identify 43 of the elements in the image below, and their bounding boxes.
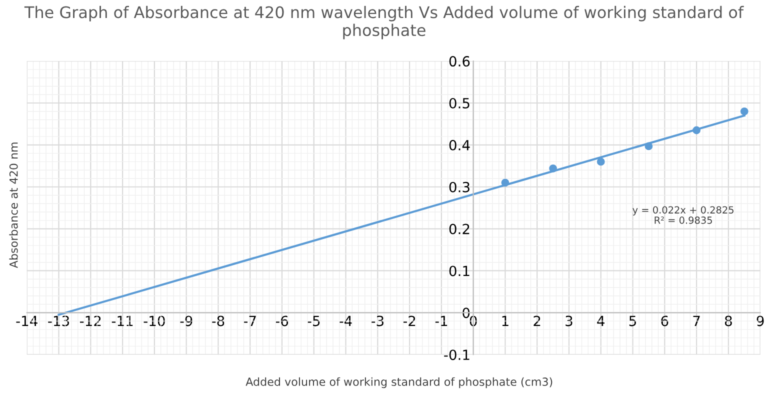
x-tick-label: 1 xyxy=(502,316,508,326)
chart-title: The Graph of Absorbance at 420 nm wavelength Vs Added volume of working standard of phosphate xyxy=(24,6,744,40)
x-tick-label: -14 xyxy=(16,316,38,326)
x-tick-label: -13 xyxy=(48,316,69,326)
y-tick-label: 0.5 xyxy=(449,98,470,108)
point xyxy=(644,142,653,150)
point xyxy=(740,107,748,116)
y-tick-label: 0.6 xyxy=(449,56,470,67)
x-tick-label: 4 xyxy=(597,316,605,326)
x-tick-label: -8 xyxy=(212,316,224,326)
x-tick-label: -9 xyxy=(180,316,192,326)
y-tick-label: 0 xyxy=(462,308,470,318)
y-tick-label: 0.4 xyxy=(449,140,470,150)
x-tick-label: 0 xyxy=(470,316,477,326)
x-tick-label: -1 xyxy=(435,316,448,326)
x-tick-label: -4 xyxy=(340,316,352,326)
point xyxy=(501,178,510,187)
annotation: y = 0.022x + 0.2825 xyxy=(632,206,734,216)
y-tick-label: 0.1 xyxy=(449,266,470,276)
x-tick-label: 3 xyxy=(566,316,572,326)
x-tick-label: 6 xyxy=(661,316,668,326)
x-tick-label: -7 xyxy=(244,316,256,326)
y-axis-title: Absorbance at 420 nm xyxy=(9,142,18,268)
x-tick-label: -6 xyxy=(276,316,288,326)
x-tick-label: 2 xyxy=(534,316,540,326)
point xyxy=(596,158,605,166)
x-tick-label: 8 xyxy=(724,316,732,326)
point xyxy=(692,126,700,134)
y-tick-label: 0.3 xyxy=(449,182,470,192)
x-tick-label: -11 xyxy=(112,316,133,326)
x-tick-label: 5 xyxy=(629,316,636,326)
x-tick-label: 7 xyxy=(693,316,700,326)
point xyxy=(549,164,557,172)
x-tick-label: -10 xyxy=(144,316,165,326)
x-axis-title: Added volume of working standard of phosphate (cm3) xyxy=(246,377,552,388)
x-tick-label: -12 xyxy=(80,316,101,326)
annotation: R² = 0.9835 xyxy=(654,216,712,224)
y-tick-label: 0.2 xyxy=(449,224,470,234)
x-tick-label: -2 xyxy=(403,316,416,326)
x-tick-label: -5 xyxy=(308,316,320,326)
x-tick-label: -3 xyxy=(371,316,384,326)
x-tick-label: 9 xyxy=(756,316,764,326)
y-tick-label: -0.1 xyxy=(444,350,470,360)
